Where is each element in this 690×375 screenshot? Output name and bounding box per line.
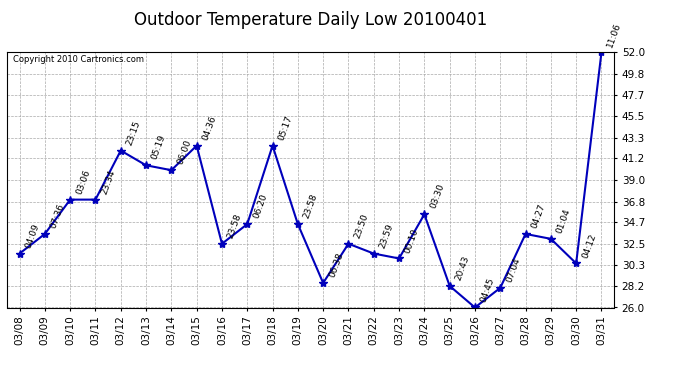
Text: 07:04: 07:04	[504, 256, 522, 284]
Text: 06:00: 06:00	[175, 139, 193, 166]
Text: 23:58: 23:58	[226, 212, 244, 240]
Text: 11:06: 11:06	[606, 21, 623, 48]
Text: 01:04: 01:04	[555, 207, 572, 235]
Text: 04:36: 04:36	[201, 114, 218, 141]
Text: 05:17: 05:17	[277, 114, 294, 141]
Text: 06:20: 06:20	[251, 193, 268, 220]
Text: 00:10: 00:10	[403, 227, 420, 254]
Text: 03:06: 03:06	[75, 168, 92, 195]
Text: 23:50: 23:50	[353, 212, 370, 240]
Text: Outdoor Temperature Daily Low 20100401: Outdoor Temperature Daily Low 20100401	[134, 11, 487, 29]
Text: 05:19: 05:19	[150, 134, 168, 161]
Text: 23:59: 23:59	[378, 222, 395, 249]
Text: 20:43: 20:43	[454, 255, 471, 282]
Text: 03:30: 03:30	[428, 183, 446, 210]
Text: Copyright 2010 Cartronics.com: Copyright 2010 Cartronics.com	[13, 55, 144, 64]
Text: 04:12: 04:12	[580, 232, 598, 259]
Text: 23:15: 23:15	[125, 119, 142, 146]
Text: 04:45: 04:45	[479, 276, 496, 303]
Text: 07:36: 07:36	[49, 202, 66, 230]
Text: 23:58: 23:58	[302, 193, 319, 220]
Text: 06:38: 06:38	[327, 251, 344, 279]
Text: 04:09: 04:09	[23, 222, 41, 249]
Text: 04:27: 04:27	[530, 202, 547, 230]
Text: 23:34: 23:34	[99, 168, 117, 195]
